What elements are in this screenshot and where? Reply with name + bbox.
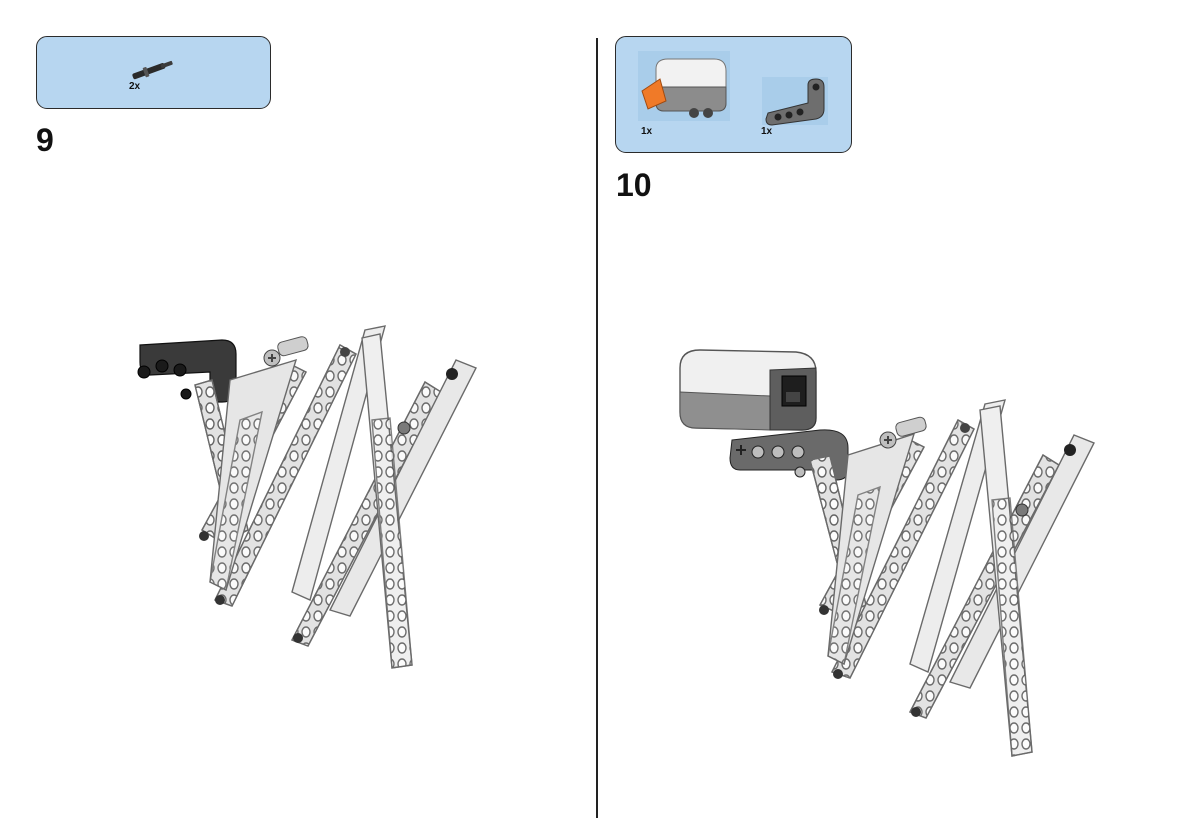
parts-callout-step-10: 1x 1x xyxy=(615,36,852,153)
connector-pins xyxy=(199,336,458,643)
part-quantity-ultrasonic-sensor: 1x xyxy=(641,126,653,137)
part-quantity-axle-pin: 2x xyxy=(129,81,141,92)
step-number-10: 10 xyxy=(616,167,652,203)
connector-pins xyxy=(819,416,1076,717)
page-divider xyxy=(596,38,598,818)
angled-beam-icon xyxy=(762,77,828,126)
axle-pin-icon xyxy=(132,60,173,80)
ultrasonic-sensor-mounted xyxy=(679,349,817,431)
part-quantity-angled-beam: 1x xyxy=(761,126,773,137)
angled-mount-beam xyxy=(729,429,849,481)
step-number-9: 9 xyxy=(36,122,54,158)
assembly-illustration-step-9 xyxy=(137,325,477,669)
ultrasonic-sensor-icon xyxy=(638,51,730,121)
black-angled-beam xyxy=(137,339,237,403)
parts-callout-step-9: 2x xyxy=(36,36,271,109)
